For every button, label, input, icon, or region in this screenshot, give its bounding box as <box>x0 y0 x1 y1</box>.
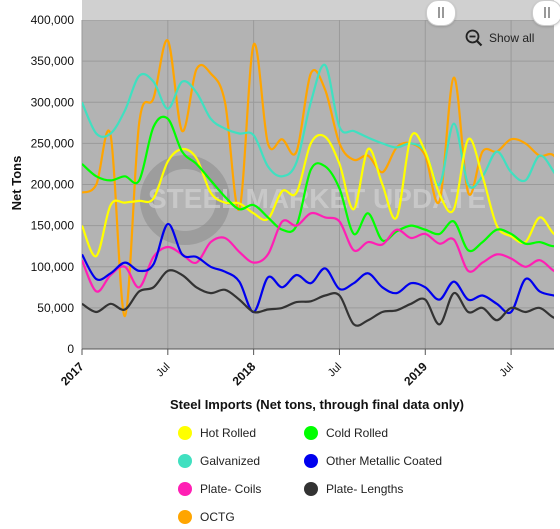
series-lines <box>82 39 560 327</box>
legend-item-hot-rolled[interactable]: Hot Rolled <box>178 426 256 440</box>
x-tick-label: Jul <box>154 361 172 379</box>
y-tick-label: 350,000 <box>31 54 75 68</box>
legend-item-plate-lengths[interactable]: Plate- Lengths <box>304 482 403 496</box>
series-line-hot-rolled[interactable] <box>82 132 560 258</box>
watermark-text: STEEL MARKET UPDATE <box>148 183 486 214</box>
legend-marker <box>178 510 192 524</box>
y-tick-label: 400,000 <box>31 13 75 27</box>
legend-item-plate-coils[interactable]: Plate- Coils <box>178 482 261 496</box>
legend-label: Hot Rolled <box>200 426 257 440</box>
y-tick-label: 200,000 <box>31 178 75 192</box>
navigator-left-handle[interactable] <box>426 0 456 26</box>
x-tick-label: 2017 <box>58 359 87 388</box>
x-tick-label: Jul <box>497 361 515 379</box>
legend-label: Other Metallic Coated <box>326 454 443 468</box>
y-tick-label: 50,000 <box>37 301 74 315</box>
legend-marker <box>304 426 318 440</box>
legend-item-cold-rolled[interactable]: Cold Rolled <box>304 426 388 440</box>
y-tick-label: 150,000 <box>31 219 75 233</box>
series-line-plate-lengths[interactable] <box>82 269 560 327</box>
series-line-other-metallic-coated[interactable] <box>82 222 560 315</box>
y-tick-label: 100,000 <box>31 260 75 274</box>
x-axis-title: Steel Imports (Net tons, through final d… <box>170 397 464 412</box>
y-tick-label: 250,000 <box>31 136 75 150</box>
x-tick-label: Jul <box>326 361 344 379</box>
x-axis: 2017 Jul 2018 Jul 2019 Jul <box>58 348 554 388</box>
range-navigator[interactable] <box>82 0 560 26</box>
legend-label: Plate- Coils <box>200 482 262 496</box>
legend-marker <box>304 454 318 468</box>
legend-item-galvanized[interactable]: Galvanized <box>178 454 260 468</box>
legend-marker <box>178 426 192 440</box>
legend-marker <box>178 454 192 468</box>
legend-label: OCTG <box>200 510 235 524</box>
legend-label: Plate- Lengths <box>326 482 404 496</box>
series-line-octg[interactable] <box>82 39 560 318</box>
navigator-right-handle[interactable] <box>532 0 560 26</box>
series-line-galvanized[interactable] <box>82 63 560 197</box>
series-line-plate-coils[interactable] <box>82 211 560 293</box>
legend-item-octg[interactable]: OCTG <box>178 510 235 524</box>
y-tick-label: 0 <box>67 342 74 356</box>
y-tick-label: 300,000 <box>31 95 75 109</box>
legend-label: Cold Rolled <box>326 426 389 440</box>
legend-marker <box>304 482 318 496</box>
x-tick-label: 2018 <box>230 359 259 388</box>
show-all-button[interactable]: Show all <box>465 29 534 47</box>
legend-label: Galvanized <box>200 454 261 468</box>
series-line-cold-rolled[interactable] <box>82 115 560 253</box>
zoom-out-icon <box>465 29 483 47</box>
watermark: STEEL MARKET UPDATE <box>140 155 486 245</box>
y-axis: 0 50,000 100,000 150,000 200,000 250,000 300,0… <box>31 13 75 356</box>
y-axis-title: Net Tons <box>9 156 24 211</box>
legend-item-other-metallic-coated[interactable]: Other Metallic Coated <box>304 454 442 468</box>
legend-marker <box>178 482 192 496</box>
show-all-label: Show all <box>489 31 535 45</box>
x-tick-label: 2019 <box>401 359 430 388</box>
